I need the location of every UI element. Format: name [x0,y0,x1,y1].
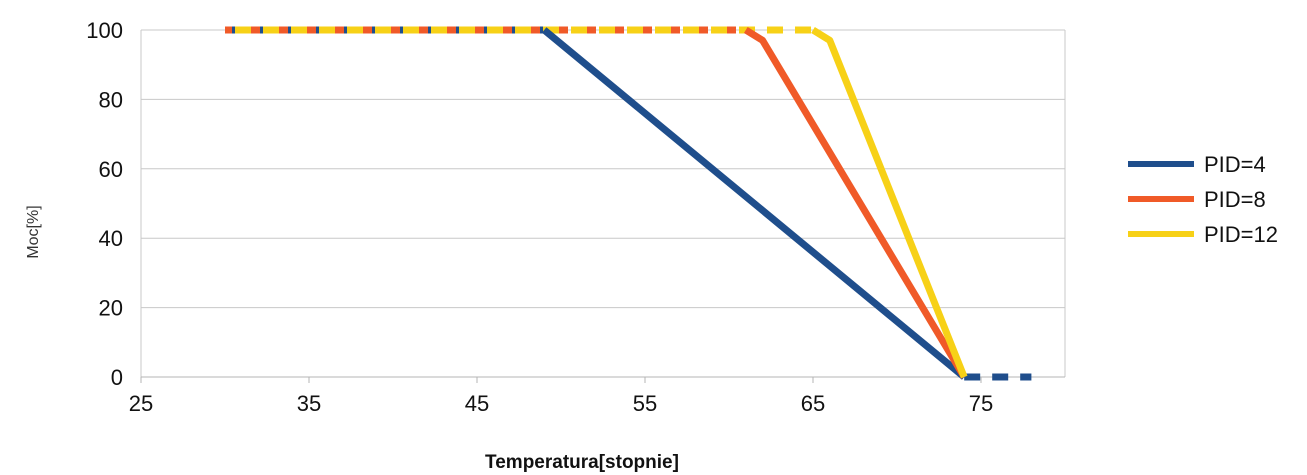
x-tick-label: 25 [129,391,153,416]
x-axis-title: Temperatura[stopnie] [485,452,679,473]
y-axis: 0 20 40 60 80 100 [86,18,123,390]
x-tick-label: 75 [969,391,993,416]
x-tick-label: 45 [465,391,489,416]
y-tick-label: 60 [99,157,123,182]
series-line-pid-12 [811,27,968,379]
x-axis: 25 35 45 55 65 75 [129,377,993,416]
series-group [225,26,1032,381]
x-tick-label: 65 [801,391,825,416]
series-line-pid-4 [541,27,967,380]
legend-label: PID=8 [1204,187,1266,212]
x-tick-label: 35 [297,391,321,416]
legend: PID=4 PID=8 PID=12 [1128,152,1278,247]
series-line-pid-8 [743,27,968,379]
y-tick-label: 20 [99,296,123,321]
y-tick-label: 0 [111,365,123,390]
legend-label: PID=4 [1204,152,1266,177]
x-tick-label: 55 [633,391,657,416]
y-tick-label: 40 [99,226,123,251]
y-tick-label: 80 [99,87,123,112]
legend-label: PID=12 [1204,222,1278,247]
y-axis-title: Moc[%] [25,205,42,258]
y-tick-label: 100 [86,18,123,43]
